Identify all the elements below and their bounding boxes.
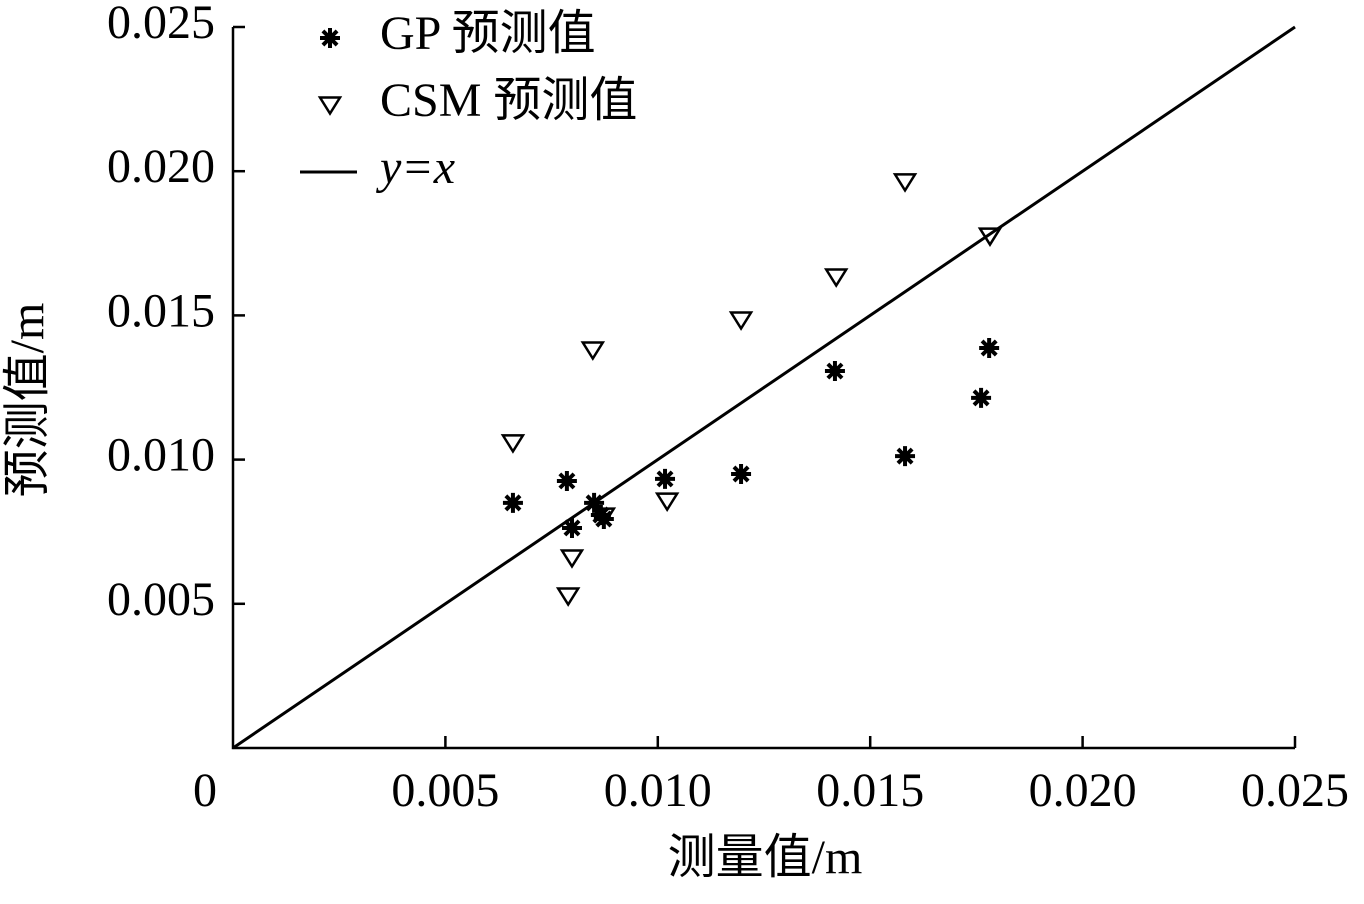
point	[824, 361, 845, 382]
y-tick-label: 0.010	[107, 429, 215, 482]
x-axis-label: 测量值/m	[668, 831, 863, 884]
x-tick-label: 0.020	[1029, 764, 1137, 817]
y-tick-label: 0.020	[107, 140, 215, 193]
point	[561, 517, 582, 538]
point	[731, 464, 752, 485]
legend-label: CSM 预测值	[380, 74, 637, 127]
y-tick-label: 0.015	[107, 284, 215, 337]
point	[823, 268, 849, 288]
legend-label: y=x	[375, 141, 455, 194]
point	[655, 468, 676, 489]
point	[559, 549, 585, 569]
x-tick-label: 0.010	[604, 764, 712, 817]
point	[654, 492, 680, 512]
point	[591, 507, 617, 527]
legend-marker	[317, 96, 343, 116]
line	[232, 25, 1296, 750]
point	[500, 434, 526, 454]
x-tick-label: 0.025	[1241, 764, 1349, 817]
legend-marker	[320, 28, 340, 48]
y-tick-label: 0.025	[107, 0, 215, 49]
point	[892, 173, 918, 193]
point	[580, 341, 606, 361]
y-tick-label: 0.005	[107, 573, 215, 626]
point	[895, 446, 916, 467]
x-tick-label: 0.005	[391, 764, 499, 817]
point	[556, 470, 577, 491]
legend-label: GP 预测值	[380, 7, 596, 60]
point	[502, 492, 523, 513]
point	[979, 337, 1000, 358]
point	[971, 387, 992, 408]
x-tick-label: 0	[193, 764, 217, 817]
point	[593, 509, 614, 530]
x-tick-label: 0.015	[816, 764, 924, 817]
point	[728, 311, 754, 331]
point	[555, 587, 581, 607]
y-axis-label: 预测值/m	[1, 303, 54, 498]
